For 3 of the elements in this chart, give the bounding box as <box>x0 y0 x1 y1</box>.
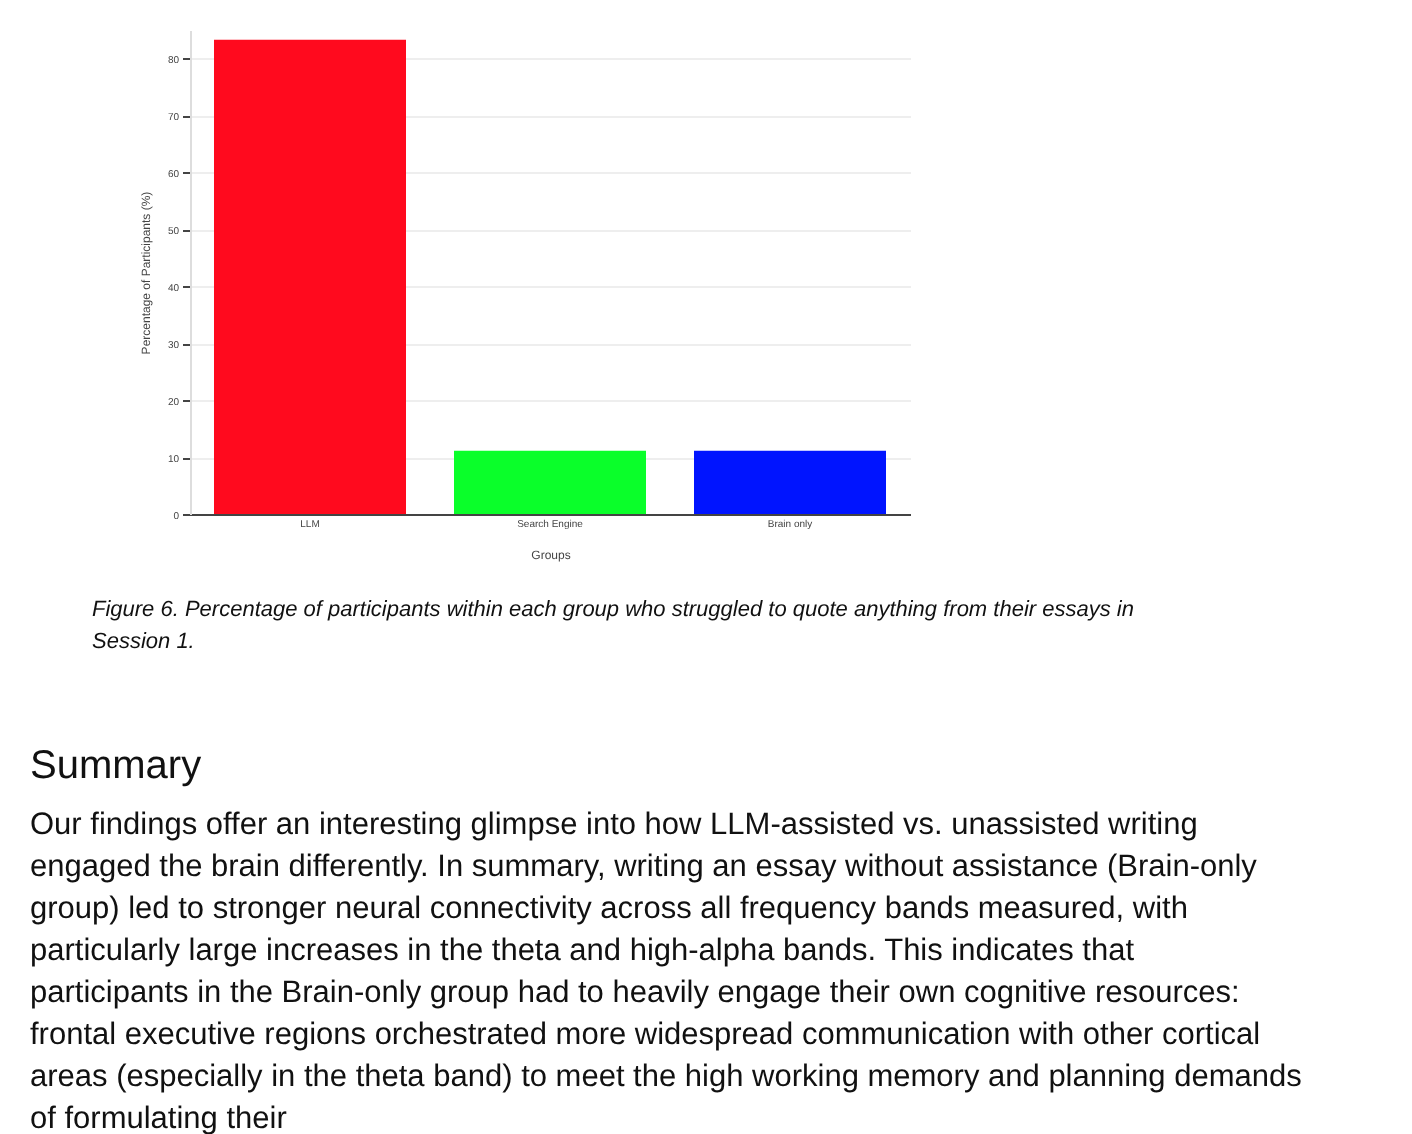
text: Our findings offer an interesting glimpse into how LLM-assisted vs. unassisted writing engaged the brain differently. In summary, writing an essay without assistance (Brain-only group) led to stronger neural connectivity across all frequency bands measured, with particularly large increases in the theta and high-alpha bands. This indicates that participants in the Brain-only group had to heavily engage their own cognitive resources: frontal executive regions orchestrated more widespread communication with other cortical areas (especially in the theta band) to meet the high working memory and planning demands of formulating their <box>30 808 1303 1134</box>
caption: Figure 6. Percentage of participants within each group who struggled to quote anything from their essays in Session 1. <box>92 598 1134 654</box>
text: Summary <box>30 744 202 788</box>
